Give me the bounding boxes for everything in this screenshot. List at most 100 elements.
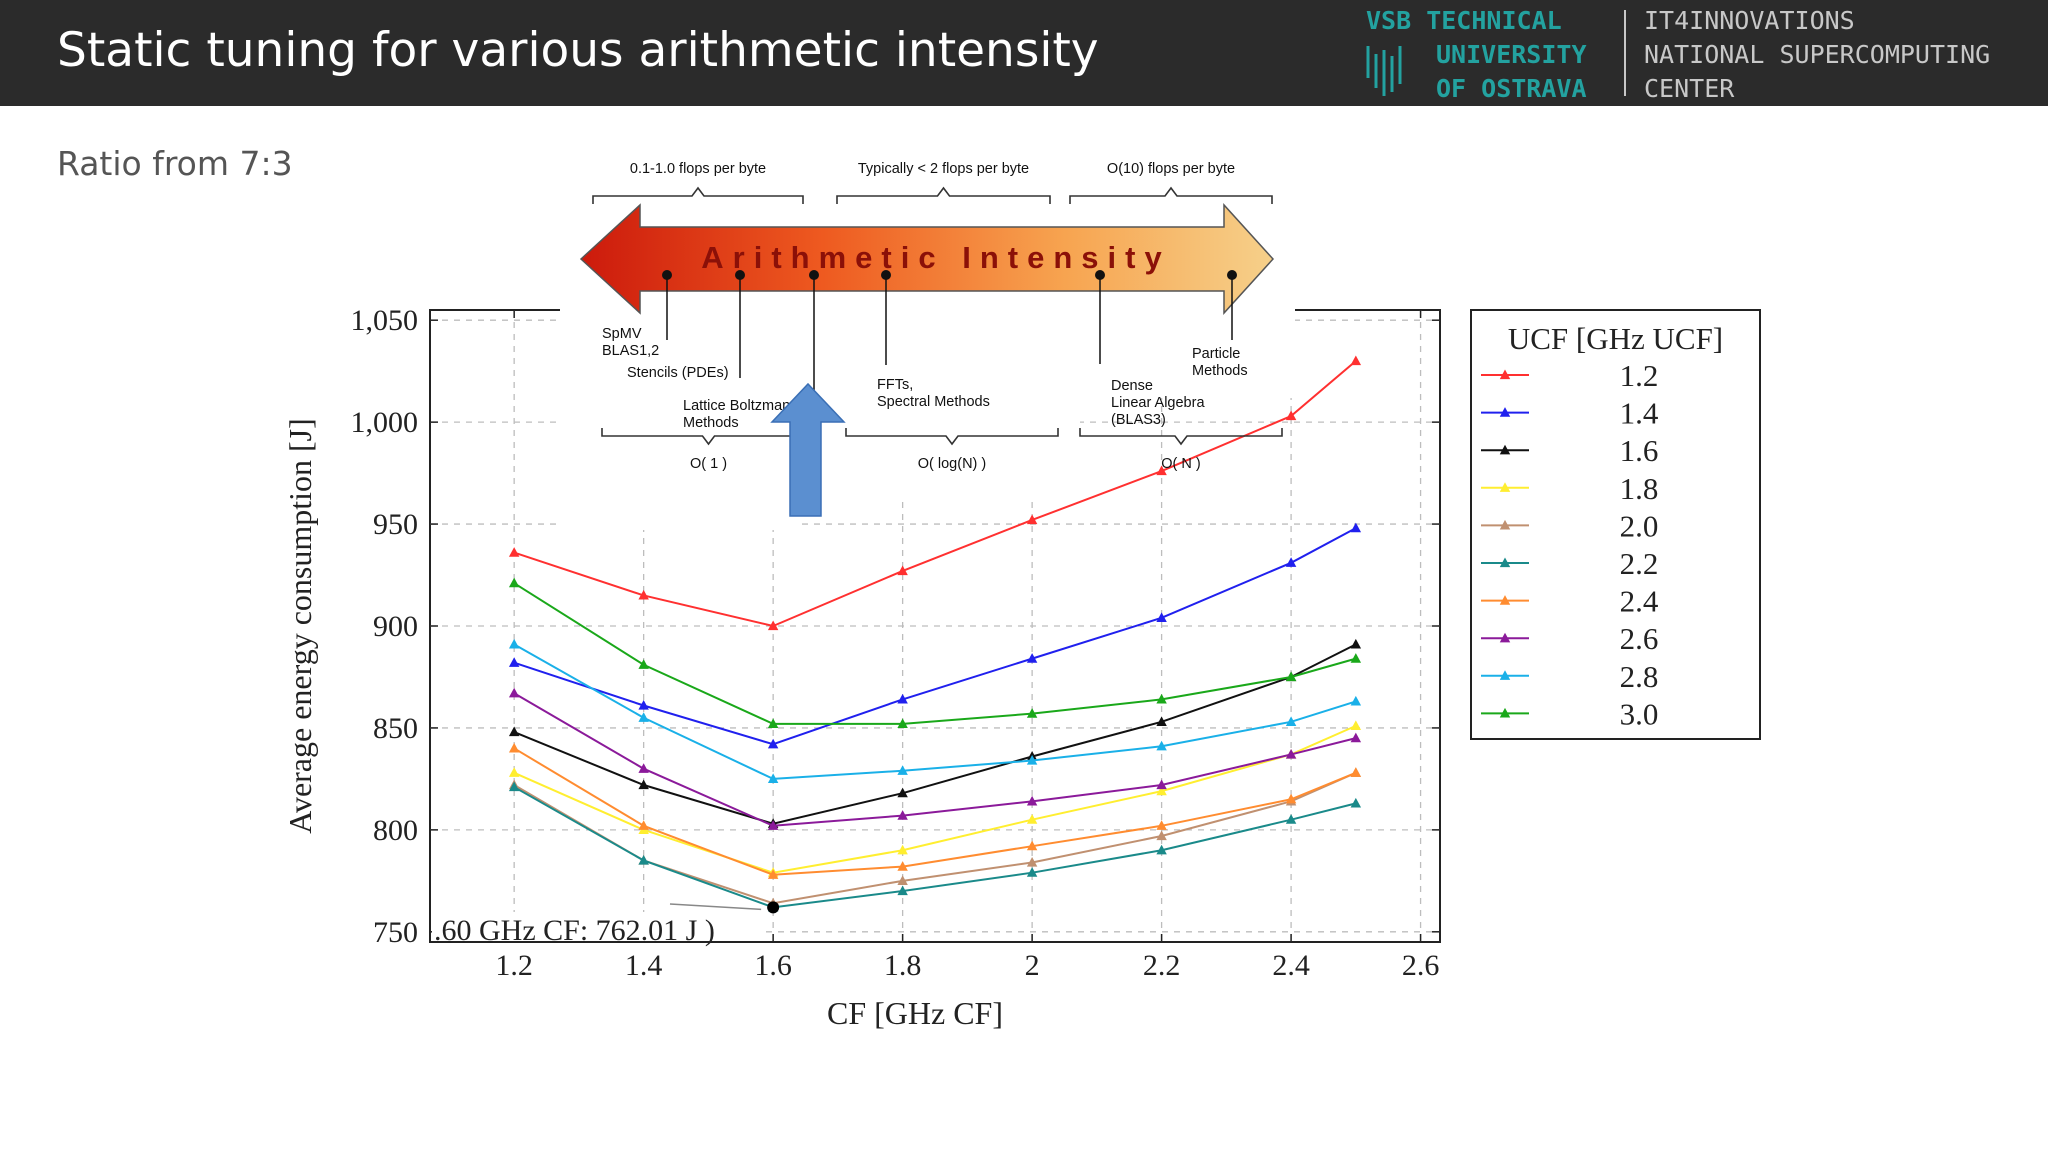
kernel-dot xyxy=(735,270,745,280)
data-point xyxy=(767,773,779,784)
slide-title: Static tuning for various arithmetic int… xyxy=(57,23,1099,78)
logo-text-left: OF OSTRAVA xyxy=(1436,74,1587,103)
series-line xyxy=(513,643,1357,825)
data-point xyxy=(1156,740,1167,751)
y-tick-label: 800 xyxy=(373,814,418,847)
top-label: 0.1-1.0 flops per byte xyxy=(630,161,766,177)
legend-entry: 1.2 xyxy=(1481,358,1658,393)
legend: UCF [GHz UCF]1.21.41.61.82.02.22.42.62.8… xyxy=(1470,309,1761,740)
legend-entry: 2.2 xyxy=(1481,546,1658,581)
data-point xyxy=(1026,840,1038,851)
legend-marker xyxy=(1499,632,1511,643)
data-point xyxy=(897,861,908,871)
data-point xyxy=(638,779,649,790)
data-point xyxy=(1350,638,1362,649)
arithmetic-intensity-overlay: 0.1-1.0 flops per byte Typically < 2 flop… xyxy=(560,148,1295,530)
legend-marker xyxy=(1499,444,1511,455)
legend-label: 3.0 xyxy=(1620,696,1659,731)
data-point xyxy=(1026,814,1038,824)
min-marker xyxy=(767,901,780,914)
logo-text-right: CENTER xyxy=(1644,74,1735,103)
series-line xyxy=(513,582,1357,725)
kernel-label: Lattice Boltzmann xyxy=(683,398,798,414)
series-2.2 xyxy=(508,781,1362,912)
data-point xyxy=(897,844,908,855)
legend-label: 2.2 xyxy=(1620,546,1659,581)
top-brace xyxy=(592,186,804,204)
data-point xyxy=(897,810,908,820)
data-point xyxy=(1156,785,1167,796)
data-point xyxy=(1156,844,1167,855)
legend-label: 1.4 xyxy=(1620,396,1659,431)
kernel-dot xyxy=(662,270,672,280)
legend-marker xyxy=(1499,670,1511,680)
y-tick-label: 750 xyxy=(373,916,418,949)
data-point xyxy=(1285,716,1297,726)
legend-label: 2.4 xyxy=(1620,584,1659,619)
data-point xyxy=(1026,856,1038,867)
data-point xyxy=(1156,612,1167,622)
data-point xyxy=(767,718,779,728)
y-axis-label: Average energy consumption [J] xyxy=(282,418,318,834)
data-point xyxy=(1285,410,1297,421)
logo-text-right: NATIONAL SUPERCOMPUTING xyxy=(1644,40,1990,69)
slide-subtitle: Ratio from 7:3 xyxy=(57,144,293,183)
legend-label: 1.6 xyxy=(1620,433,1659,468)
series-line xyxy=(513,692,1357,827)
data-point xyxy=(1156,820,1167,830)
data-point xyxy=(1350,355,1362,366)
series-3.0 xyxy=(508,577,1362,728)
top-label: O(10) flops per byte xyxy=(1107,161,1235,177)
data-point xyxy=(1026,514,1038,525)
slide-header: Static tuning for various arithmetic int… xyxy=(0,0,2048,106)
x-tick-label: 2 xyxy=(1025,949,1040,982)
logo-text-left: VSB TECHNICAL xyxy=(1366,6,1562,35)
kernel-label: Particle xyxy=(1192,346,1240,362)
legend-label: 2.6 xyxy=(1620,621,1659,656)
data-point xyxy=(897,693,908,704)
min-annotation: .60 GHz CF: 762.01 J ) xyxy=(434,914,715,947)
kernel-label: Dense xyxy=(1111,378,1153,394)
data-point xyxy=(1026,867,1038,877)
legend-entry: 1.4 xyxy=(1481,396,1659,431)
data-point xyxy=(1026,708,1038,718)
university-logo: VSB TECHNICAL UNIVERSITY OF OSTRAVA IT4INN… xyxy=(1366,6,1990,103)
x-tick-label: 2.6 xyxy=(1402,949,1440,982)
data-point xyxy=(508,767,520,777)
data-point xyxy=(638,854,649,865)
legend-entry: 2.6 xyxy=(1481,621,1658,656)
series-2.4 xyxy=(508,742,1362,879)
kernel-label: Methods xyxy=(1192,363,1248,379)
x-tick-label: 1.4 xyxy=(625,949,663,982)
series-line xyxy=(513,527,1357,746)
data-point xyxy=(508,638,520,649)
bottom-brace xyxy=(1079,428,1283,446)
data-point xyxy=(1156,693,1167,704)
data-point xyxy=(1350,767,1362,777)
data-point xyxy=(897,765,908,775)
bottom-brace xyxy=(845,428,1059,446)
logo-text-left: UNIVERSITY xyxy=(1436,40,1587,69)
bottom-label: O( 1 ) xyxy=(690,456,727,472)
legend-marker xyxy=(1499,595,1511,605)
x-tick-label: 1.8 xyxy=(884,949,922,982)
data-point xyxy=(897,565,908,576)
legend-label: 1.8 xyxy=(1620,471,1659,506)
data-point xyxy=(1350,797,1362,808)
y-tick-label: 850 xyxy=(373,712,418,745)
kernel-label: BLAS1,2 xyxy=(602,343,659,359)
x-tick-label: 1.6 xyxy=(754,949,792,982)
data-point xyxy=(767,738,779,749)
y-tick-label: 900 xyxy=(373,610,418,643)
annotation-pointer xyxy=(669,903,762,911)
data-point xyxy=(638,589,649,600)
y-tick-label: 1,000 xyxy=(351,406,419,439)
legend-label: 2.0 xyxy=(1620,508,1659,543)
series-line xyxy=(513,747,1357,876)
legend-entry: 2.4 xyxy=(1481,584,1659,619)
data-point xyxy=(767,869,779,879)
logo-text-right: IT4INNOVATIONS xyxy=(1644,6,1855,35)
legend-marker xyxy=(1499,707,1511,718)
data-point xyxy=(638,700,649,710)
